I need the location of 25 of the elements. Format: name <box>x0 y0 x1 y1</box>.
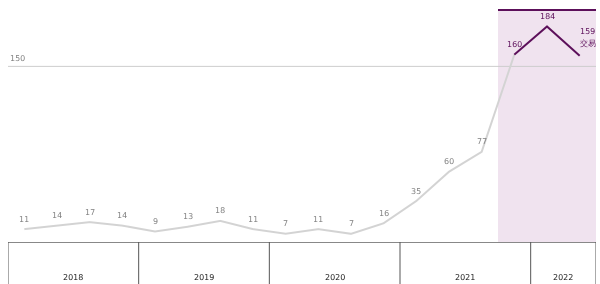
text: 2020 <box>325 273 346 282</box>
series-label: 交易 <box>580 39 596 48</box>
data-label: 7 <box>283 219 288 228</box>
text: 2018 <box>63 273 84 282</box>
data-label: 11 <box>19 215 30 224</box>
text: 2022 <box>553 273 574 282</box>
data-label: 11 <box>248 215 258 224</box>
data-label: 17 <box>85 208 96 217</box>
ref-line-label: 150 <box>10 54 26 63</box>
text: 2019 <box>194 273 214 282</box>
data-label: 7 <box>349 219 354 228</box>
data-label: 35 <box>411 187 422 196</box>
data-label: 18 <box>215 206 226 215</box>
data-label: 60 <box>444 157 454 166</box>
data-label: 14 <box>52 211 62 220</box>
data-label: 11 <box>313 215 324 224</box>
data-label: 14 <box>117 211 128 220</box>
data-label: 16 <box>379 209 390 218</box>
data-label: 160 <box>507 40 522 49</box>
data-label: 184 <box>540 12 556 21</box>
data-label: 159 <box>580 27 596 36</box>
data-label: 9 <box>153 217 158 226</box>
data-label: 13 <box>183 212 194 221</box>
data-label: 77 <box>477 137 488 146</box>
text: 2021 <box>455 273 476 282</box>
